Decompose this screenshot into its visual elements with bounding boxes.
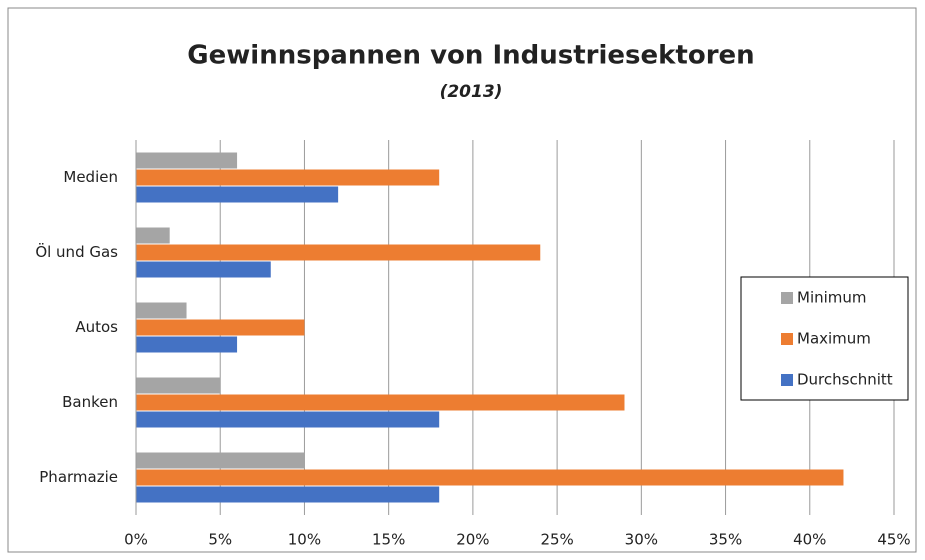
bar	[136, 244, 541, 261]
x-tick-label: 0%	[124, 531, 148, 549]
chart-subtitle: (2013)	[440, 82, 503, 102]
legend-label: Durchschnitt	[797, 371, 893, 389]
y-tick-label: Medien	[63, 168, 118, 186]
x-tick-label: 15%	[372, 531, 405, 549]
legend-label: Maximum	[797, 330, 871, 348]
bar	[136, 169, 440, 186]
x-tick-label: 35%	[709, 531, 742, 549]
legend-swatch	[781, 292, 793, 304]
bar	[136, 227, 170, 244]
y-tick-label: Banken	[62, 393, 118, 411]
legend-label: Minimum	[797, 289, 867, 307]
x-tick-label: 20%	[456, 531, 489, 549]
legend-swatch	[781, 374, 793, 386]
bar	[136, 411, 440, 428]
bar	[136, 394, 625, 411]
legend-swatch	[781, 333, 793, 345]
bar	[136, 452, 305, 469]
x-tick-label: 5%	[208, 531, 232, 549]
x-tick-label: 25%	[540, 531, 573, 549]
y-tick-label: Autos	[75, 318, 118, 336]
bar	[136, 186, 339, 203]
x-tick-label: 40%	[793, 531, 826, 549]
bar	[136, 261, 271, 278]
bar	[136, 336, 238, 353]
chart-title: Gewinnspannen von Industriesektoren	[187, 41, 754, 71]
y-tick-label: Öl und Gas	[35, 242, 118, 261]
x-tick-label: 10%	[288, 531, 321, 549]
x-tick-label: 45%	[877, 531, 910, 549]
x-tick-label: 30%	[625, 531, 658, 549]
legend-box	[740, 276, 909, 401]
bar	[136, 319, 305, 336]
bar	[136, 486, 440, 503]
y-tick-label: Pharmazie	[39, 468, 118, 486]
bar	[136, 152, 238, 169]
bar	[136, 469, 844, 486]
bar	[136, 377, 221, 394]
bar	[136, 302, 187, 319]
